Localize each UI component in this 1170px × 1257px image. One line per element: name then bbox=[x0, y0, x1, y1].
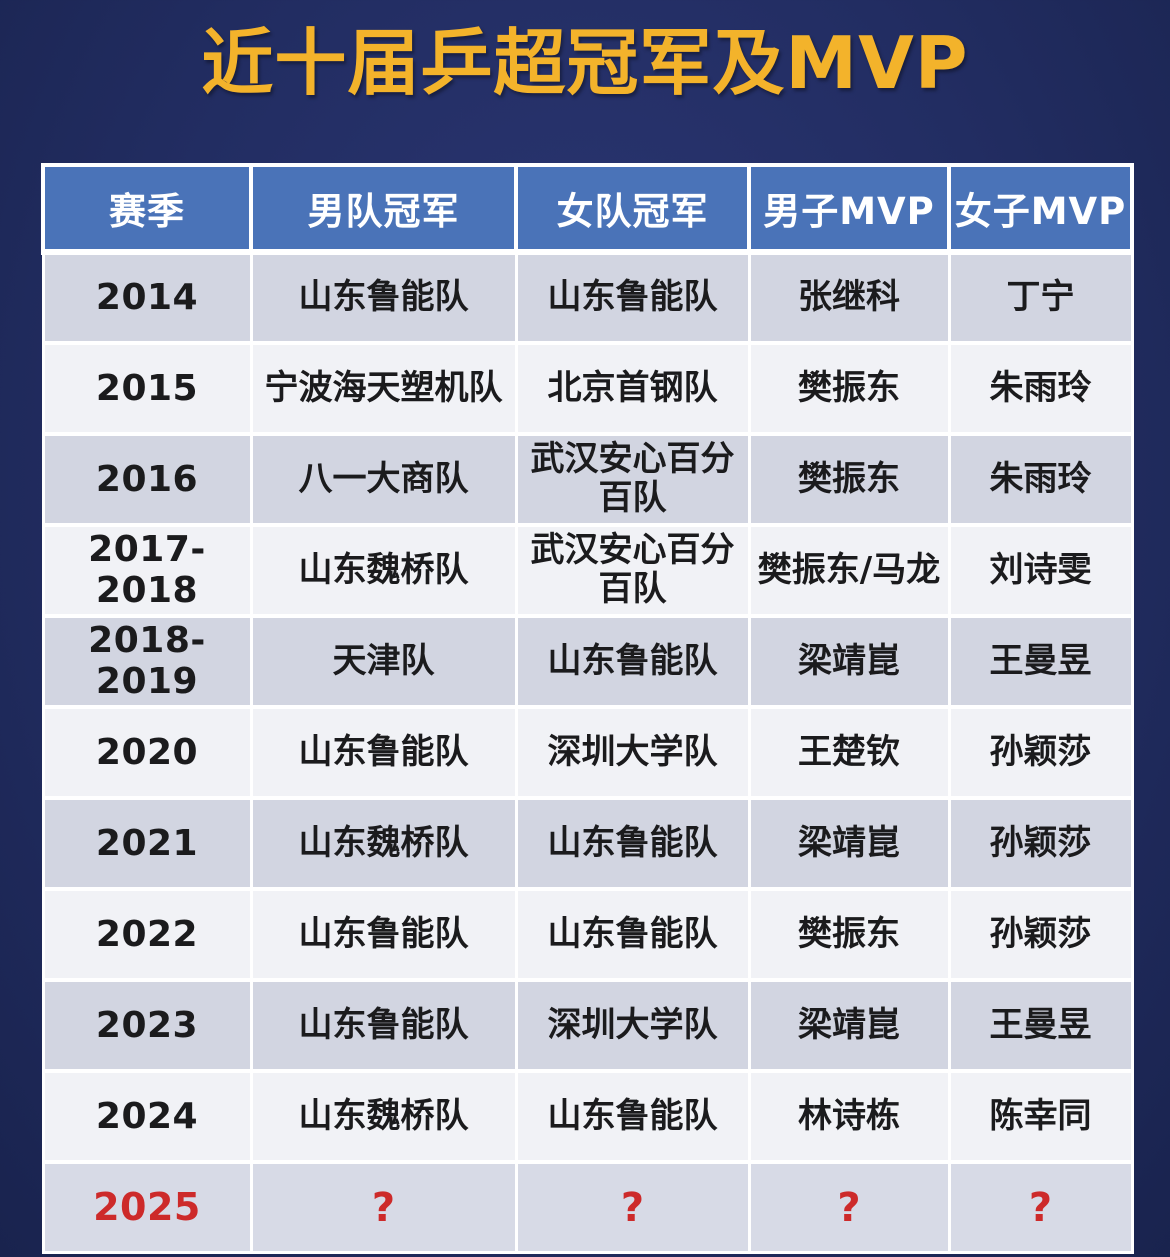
women-mvp-cell: 朱雨玲 bbox=[947, 340, 1134, 436]
season-cell: 2023 bbox=[41, 977, 253, 1073]
women-team-cell: 武汉安心百分百队 bbox=[514, 431, 751, 527]
header-men-team-champion: 男队冠军 bbox=[249, 162, 518, 255]
women-mvp-cell: ? bbox=[947, 1159, 1134, 1255]
women-team-cell: 北京首钢队 bbox=[514, 340, 751, 436]
women-mvp-cell: 王曼昱 bbox=[947, 613, 1134, 709]
table-row: 2018-2019 天津队 山东鲁能队 梁靖崑 王曼昱 bbox=[41, 613, 1134, 709]
women-team-cell: ? bbox=[514, 1159, 751, 1255]
men-team-cell: 天津队 bbox=[249, 613, 518, 709]
champions-table: 赛季 男队冠军 女队冠军 男子MVP 女子MVP 2014 山东鲁能队 山东鲁能队张… bbox=[41, 162, 1134, 1255]
men-mvp-cell: 樊振东 bbox=[747, 886, 951, 982]
women-mvp-cell: 孙颖莎 bbox=[947, 704, 1134, 800]
women-team-cell: 山东鲁能队 bbox=[514, 613, 751, 709]
season-cell: 2015 bbox=[41, 340, 253, 436]
men-team-cell: 山东魏桥队 bbox=[249, 795, 518, 891]
table-header-row: 赛季 男队冠军 女队冠军 男子MVP 女子MVP bbox=[41, 162, 1134, 255]
header-women-mvp: 女子MVP bbox=[947, 162, 1134, 255]
men-mvp-cell: 林诗栋 bbox=[747, 1068, 951, 1164]
season-cell: 2016 bbox=[41, 431, 253, 527]
women-mvp-cell: 孙颖莎 bbox=[947, 886, 1134, 982]
header-season: 赛季 bbox=[41, 162, 253, 255]
table-row: 2025???? bbox=[41, 1159, 1134, 1255]
season-cell: 2021 bbox=[41, 795, 253, 891]
men-mvp-cell: 梁靖崑 bbox=[747, 977, 951, 1073]
table-row: 2022 山东鲁能队 山东鲁能队 樊振东 孙颖莎 bbox=[41, 886, 1134, 982]
header-men-mvp: 男子MVP bbox=[747, 162, 951, 255]
women-team-cell: 深圳大学队 bbox=[514, 977, 751, 1073]
season-cell: 2020 bbox=[41, 704, 253, 800]
season-cell: 2022 bbox=[41, 886, 253, 982]
men-team-cell: 宁波海天塑机队 bbox=[249, 340, 518, 436]
men-mvp-cell: 张继科 bbox=[747, 249, 951, 345]
women-mvp-cell: 王曼昱 bbox=[947, 977, 1134, 1073]
men-team-cell: 山东魏桥队 bbox=[249, 522, 518, 618]
men-team-cell: 山东鲁能队 bbox=[249, 886, 518, 982]
season-cell: 2014 bbox=[41, 249, 253, 345]
women-team-cell: 山东鲁能队 bbox=[514, 886, 751, 982]
women-team-cell: 深圳大学队 bbox=[514, 704, 751, 800]
women-mvp-cell: 朱雨玲 bbox=[947, 431, 1134, 527]
men-team-cell: 山东魏桥队 bbox=[249, 1068, 518, 1164]
men-team-cell: 山东鲁能队 bbox=[249, 249, 518, 345]
men-mvp-cell: 梁靖崑 bbox=[747, 795, 951, 891]
table-row: 2017-2018 山东魏桥队 武汉安心百分百队 樊振东/马龙 刘诗雯 bbox=[41, 522, 1134, 618]
table-row: 2014 山东鲁能队 山东鲁能队 张继科 丁宁 bbox=[41, 249, 1134, 345]
table-row: 2020 山东鲁能队 深圳大学队 王楚钦 孙颖莎 bbox=[41, 704, 1134, 800]
women-mvp-cell: 孙颖莎 bbox=[947, 795, 1134, 891]
women-team-cell: 山东鲁能队 bbox=[514, 1068, 751, 1164]
season-cell: 2018-2019 bbox=[41, 613, 253, 709]
women-team-cell: 山东鲁能队 bbox=[514, 795, 751, 891]
women-mvp-cell: 丁宁 bbox=[947, 249, 1134, 345]
men-team-cell: 八一大商队 bbox=[249, 431, 518, 527]
men-team-cell: 山东鲁能队 bbox=[249, 704, 518, 800]
women-mvp-cell: 陈幸同 bbox=[947, 1068, 1134, 1164]
champions-table-wrap: 赛季 男队冠军 女队冠军 男子MVP 女子MVP 2014 山东鲁能队 山东鲁能队张… bbox=[41, 162, 1134, 1255]
table-row: 2023 山东鲁能队 深圳大学队 梁靖崑 王曼昱 bbox=[41, 977, 1134, 1073]
header-women-team-champion: 女队冠军 bbox=[514, 162, 751, 255]
men-team-cell: ? bbox=[249, 1159, 518, 1255]
men-mvp-cell: 樊振东 bbox=[747, 431, 951, 527]
men-team-cell: 山东鲁能队 bbox=[249, 977, 518, 1073]
women-mvp-cell: 刘诗雯 bbox=[947, 522, 1134, 618]
table-row: 2021 山东魏桥队 山东鲁能队 梁靖崑 孙颖莎 bbox=[41, 795, 1134, 891]
men-mvp-cell: 樊振东/马龙 bbox=[747, 522, 951, 618]
season-cell: 2017-2018 bbox=[41, 522, 253, 618]
page-title: 近十届乒超冠军及MVP bbox=[201, 21, 969, 105]
men-mvp-cell: 王楚钦 bbox=[747, 704, 951, 800]
men-mvp-cell: ? bbox=[747, 1159, 951, 1255]
table-row: 2016 八一大商队 武汉安心百分百队 樊振东 朱雨玲 bbox=[41, 431, 1134, 527]
season-cell: 2024 bbox=[41, 1068, 253, 1164]
men-mvp-cell: 梁靖崑 bbox=[747, 613, 951, 709]
season-cell: 2025 bbox=[41, 1159, 253, 1255]
table-body: 2014 山东鲁能队 山东鲁能队 张继科 丁宁 2015 宁波海天塑机队 北京首钢队 樊振东 朱雨… bbox=[41, 249, 1134, 1255]
men-mvp-cell: 樊振东 bbox=[747, 340, 951, 436]
women-team-cell: 山东鲁能队 bbox=[514, 249, 751, 345]
table-row: 2015 宁波海天塑机队 北京首钢队 樊振东 朱雨玲 bbox=[41, 340, 1134, 436]
table-row: 2024 山东魏桥队 山东鲁能队 林诗栋 陈幸同 bbox=[41, 1068, 1134, 1164]
women-team-cell: 武汉安心百分百队 bbox=[514, 522, 751, 618]
